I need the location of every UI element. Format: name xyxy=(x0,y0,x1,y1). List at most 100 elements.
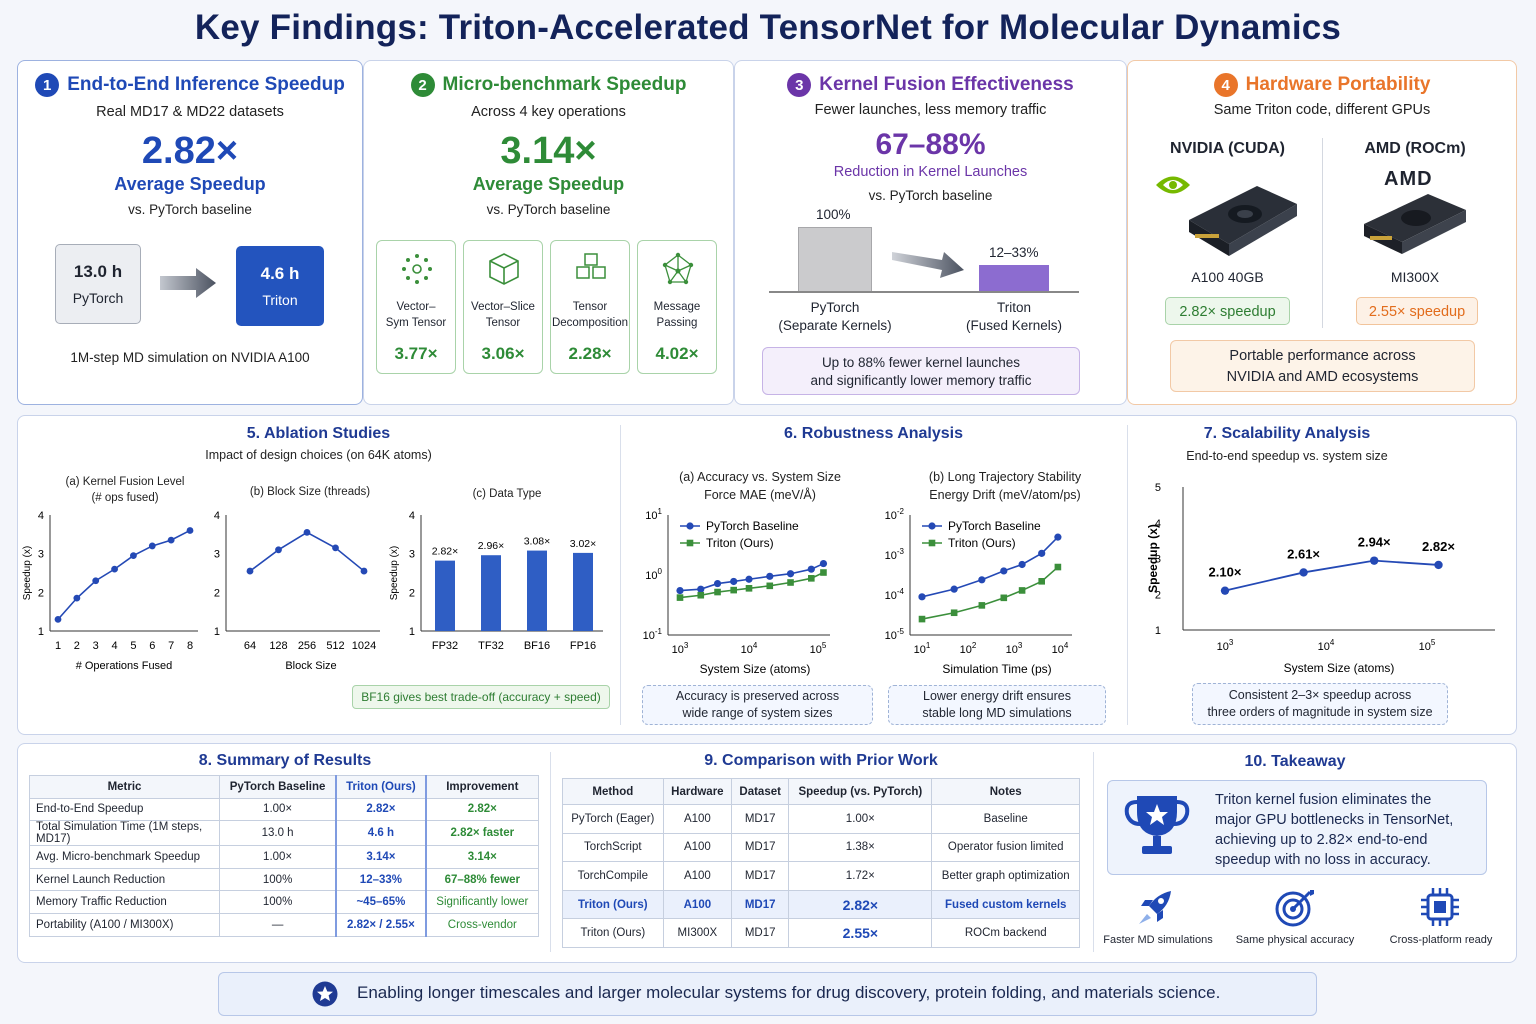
bar-value-label: 2.82× xyxy=(432,546,459,558)
data-point xyxy=(820,569,827,576)
arrow-right-icon xyxy=(160,268,216,298)
y-tick-label: 10-4 xyxy=(885,587,905,602)
robust-note-b: Lower energy drift ensures stable long MD… xyxy=(888,685,1106,725)
data-point xyxy=(697,585,705,593)
table-cell: 1.38× xyxy=(788,832,933,863)
table-cell: 12–33% xyxy=(335,867,427,892)
table-cell: 4.6 h xyxy=(335,820,427,847)
robust-b-t1: (b) Long Trajectory Stability xyxy=(928,470,1082,484)
x-tick-label: TF32 xyxy=(478,640,504,652)
data-point xyxy=(186,527,194,534)
bar xyxy=(527,550,547,631)
table-cell: MD17 xyxy=(731,832,790,863)
y-tick-label: 4 xyxy=(1155,518,1161,530)
x-tick-label: 103 xyxy=(1006,641,1023,656)
y-tick-label: 4 xyxy=(38,510,44,522)
trophy-icon xyxy=(1124,796,1190,854)
fusion-baseline xyxy=(769,291,1079,293)
arrow-down-right-icon xyxy=(892,252,964,278)
data-label: 2.61× xyxy=(1287,546,1320,561)
mi300x-gpu-icon xyxy=(1364,194,1466,254)
data-point xyxy=(111,565,118,573)
table-cell: 1.00× xyxy=(788,804,933,834)
data-point xyxy=(1369,556,1379,565)
y-tick-label: 10-5 xyxy=(885,627,905,642)
data-point xyxy=(1434,560,1443,570)
robust-note-b-l1: Lower energy drift ensures xyxy=(923,689,1071,704)
page-title: Key Findings: Triton-Accelerated TensorN… xyxy=(194,8,1342,47)
robust-a-title: (a) Accuracy vs. System Size Force MAE (m… xyxy=(660,468,860,504)
data-point xyxy=(730,586,737,594)
divider-4 xyxy=(1093,752,1094,952)
table-header-cell: Notes xyxy=(931,778,1080,805)
table-cell: 2.82× xyxy=(788,889,933,920)
x-tick-label: FP32 xyxy=(432,640,458,652)
table-row: Triton (Ours) MI300X MD17 2.55× ROCm backend xyxy=(562,918,1080,948)
mi300x-speedup: 2.55× speedup xyxy=(1356,297,1478,325)
x-tick-label: BF16 xyxy=(524,640,550,652)
table-cell: MI300X xyxy=(662,918,733,948)
micro-op-value: 2.28× xyxy=(568,344,612,363)
table-cell: TorchCompile xyxy=(562,861,664,891)
ablation-a-title: (a) Kernel Fusion Level (# ops fused) xyxy=(55,475,195,506)
table-cell: A100 xyxy=(662,861,733,891)
data-point xyxy=(73,594,81,602)
data-point xyxy=(766,582,774,590)
table-header-cell: Method xyxy=(562,778,664,805)
x-tick-label: 512 xyxy=(326,640,344,652)
x-axis-label: System Size (atoms) xyxy=(1284,661,1395,675)
bar-value-label: 3.08× xyxy=(524,536,551,548)
data-point xyxy=(714,588,721,596)
triton-kernels-l1: Triton xyxy=(996,300,1031,315)
y-axis-label: Speedup (x) xyxy=(389,546,400,600)
micro-ops-grid: Vector– Sym Tensor 3.77× Vector–Slice Tensor… xyxy=(376,240,718,374)
data-point xyxy=(787,579,794,586)
x-tick-label: FP16 xyxy=(570,640,596,652)
table-header-cell: Triton (Ours) xyxy=(335,775,427,799)
x-tick-label: 105 xyxy=(810,641,827,656)
robust-note-a-l1: Accuracy is preserved across xyxy=(675,689,840,704)
x-tick-label: 4 xyxy=(112,640,118,652)
takeaway-title: 10. Takeaway xyxy=(1244,753,1346,770)
x-axis-label: Simulation Time (ps) xyxy=(942,662,1051,676)
bar xyxy=(435,560,455,631)
table-cell: Baseline xyxy=(931,804,1080,834)
table-cell: 1.00× xyxy=(219,845,337,869)
table-cell: 2.55× xyxy=(788,918,933,948)
data-label: 2.94× xyxy=(1358,535,1391,550)
scalability-chart: 1 2 3 4 5 103 104 105 Speedup (x) System Size (at… xyxy=(1146,482,1495,675)
table-cell: ~45–65% xyxy=(335,890,427,914)
a100-label: A100 40GB xyxy=(1191,269,1264,285)
data-point xyxy=(730,577,738,586)
x-tick-label: 103 xyxy=(1217,638,1234,653)
micro-op-label-l1: Message xyxy=(653,301,701,313)
graph-icon xyxy=(662,252,694,285)
micro-op-label-l2: Sym Tensor xyxy=(385,317,447,330)
panel2-header: 2 Micro-benchmark Speedup xyxy=(363,73,734,97)
micro-op-card: Tensor Decomposition 2.28× xyxy=(550,240,630,374)
x-tick-label: 64 xyxy=(244,640,256,652)
y-tick-label: 101 xyxy=(645,507,662,522)
y-tick-label: 1 xyxy=(214,626,220,638)
x-tick-label: 105 xyxy=(1419,638,1436,653)
micro-op-label-l2: Tensor xyxy=(485,317,521,330)
cube-icon xyxy=(489,253,519,285)
robust-note-a-l2: wide range of system sizes xyxy=(682,706,833,720)
micro-op-label-l1: Tensor xyxy=(572,301,608,313)
data-point xyxy=(1000,594,1008,602)
data-point xyxy=(303,529,311,536)
panel3-big: 67–88% xyxy=(875,128,986,161)
y-tick-label: 3 xyxy=(409,549,415,561)
legend-marker xyxy=(928,539,936,547)
table-cell: 3.14× xyxy=(425,845,539,869)
x-tick-label: 5 xyxy=(130,640,136,652)
panel1-vs: vs. PyTorch baseline xyxy=(128,202,252,217)
data-point xyxy=(819,559,828,568)
data-label: 2.82× xyxy=(1422,539,1455,554)
table-row: Avg. Micro-benchmark Speedup 1.00× 3.14× 3.… xyxy=(29,845,539,869)
data-point xyxy=(918,593,926,601)
star-icon xyxy=(312,981,338,1007)
panel3-label: Reduction in Kernel Launches xyxy=(833,164,1028,180)
icon-label-accuracy: Same physical accuracy xyxy=(1235,934,1355,946)
